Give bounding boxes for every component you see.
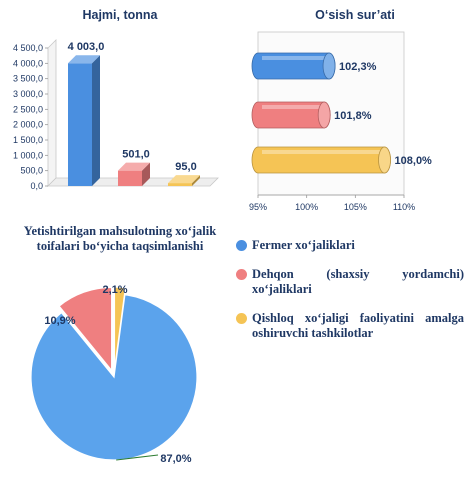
pie-slice (30, 294, 198, 461)
legend-item-fermer: Fermer xo‘jaliklari (236, 238, 464, 253)
legend-label: Qishloq xo‘jaligi faoliyatini amalga osh… (252, 311, 464, 340)
left-wall (47, 39, 57, 187)
cylinder-highlight (262, 105, 321, 109)
bar-front (118, 170, 142, 186)
y-tick-label: 1 500,0 (13, 135, 43, 145)
leader-line (116, 454, 159, 461)
x-tick-label: 105% (344, 202, 367, 212)
bar-side (142, 162, 150, 186)
legend-label: Dehqon (shaxsiy yordamchi) xo‘jaliklari (252, 267, 464, 296)
cylinder-cap (322, 52, 336, 80)
legend-item-tashkilot: Qishloq xo‘jaligi faoliyatini amalga osh… (236, 311, 464, 341)
cylinder-highlight (262, 56, 326, 60)
bar-top (68, 55, 100, 64)
x-tick-label: 95% (249, 202, 267, 212)
y-tick-label: 3 500,0 (13, 74, 43, 84)
bar-front (168, 183, 192, 186)
cylinder-highlight (262, 150, 381, 154)
y-tick-label: 500,0 (20, 166, 43, 176)
x-tick-label: 110% (393, 202, 415, 212)
legend-swatch-red (236, 269, 247, 280)
legend: Fermer xo‘jaliklari Dehqon (shaxsiy yord… (236, 238, 464, 355)
bar-value-label: 102,3% (339, 61, 377, 73)
legend-swatch-blue (236, 240, 247, 251)
y-tick-label: 0,0 (30, 181, 43, 191)
legend-item-dehqon: Dehqon (shaxsiy yordamchi) xo‘jaliklari (236, 267, 464, 297)
cylinder-cap (378, 146, 391, 174)
bar-side (92, 55, 100, 186)
volume-chart-title: Hajmi, tonna (82, 8, 158, 22)
pie-slice (113, 286, 127, 371)
x-tick-label: 100% (295, 202, 318, 212)
pie-value-label: 10,9% (44, 315, 75, 327)
y-tick-label: 4 500,0 (13, 43, 43, 53)
pie-value-label: 87,0% (160, 453, 191, 465)
bar-value-label: 501,0 (122, 149, 150, 161)
y-tick-label: 3 000,0 (13, 89, 43, 99)
cylinder-cap (317, 101, 331, 129)
y-tick-label: 2 000,0 (13, 120, 43, 130)
growth-chart-title: O‘sish sur’ati (315, 8, 395, 22)
bar-side (192, 175, 200, 186)
pie-slice (58, 286, 113, 373)
bar-value-label: 108,0% (395, 155, 433, 167)
bar-value-label: 4 003,0 (68, 41, 105, 53)
y-tick-label: 1 000,0 (13, 150, 43, 160)
bar-value-label: 101,8% (334, 110, 372, 122)
bar-top (118, 162, 150, 171)
legend-swatch-yellow (236, 313, 247, 324)
pie-value-label: 2,1% (102, 284, 127, 296)
bar-front (68, 63, 92, 186)
y-tick-label: 4 000,0 (13, 58, 43, 68)
bar-top (168, 175, 200, 184)
bar-value-label: 95,0 (175, 161, 196, 173)
pie-chart-title: Yetishtirilgan mahsulotning xo‘jalik toi… (23, 224, 217, 253)
legend-label: Fermer xo‘jaliklari (252, 238, 355, 252)
y-tick-label: 2 500,0 (13, 104, 43, 114)
